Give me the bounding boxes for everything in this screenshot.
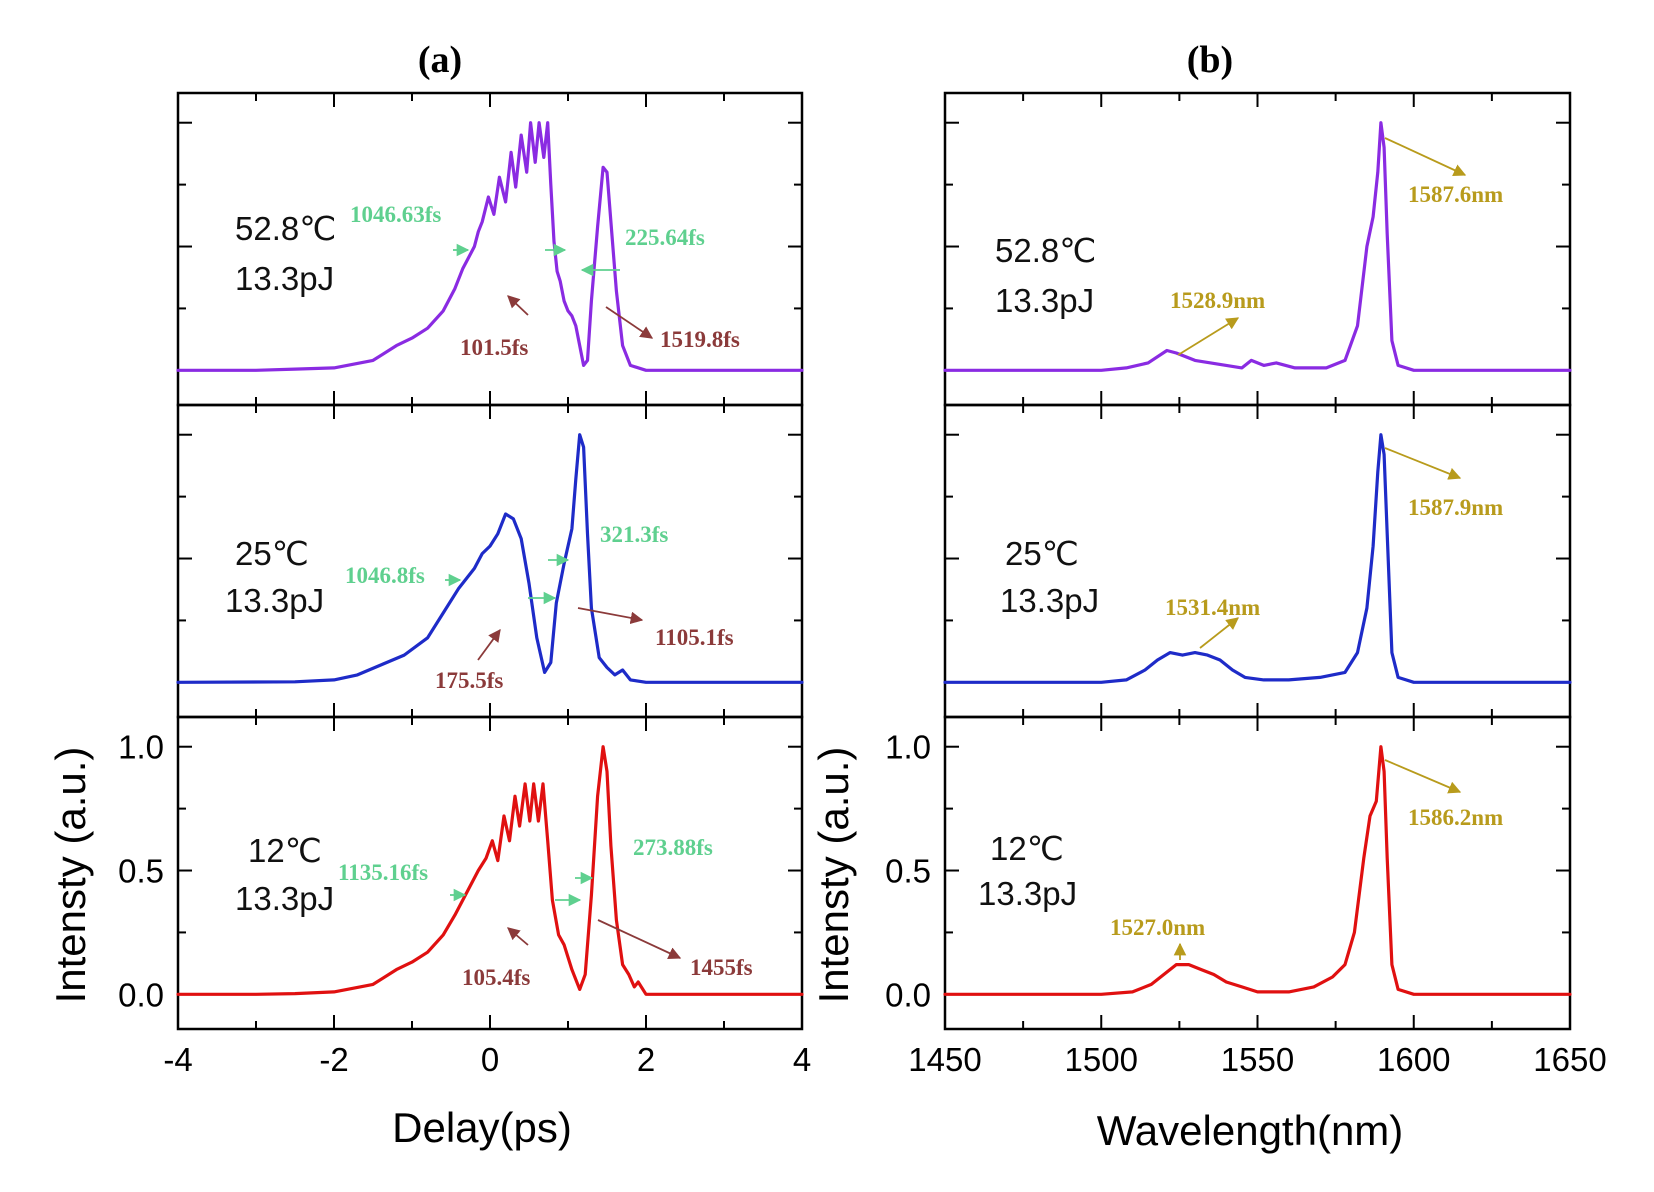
b-panel-1-label: 25℃ 13.3pJ <box>1000 535 1099 619</box>
a-panel-2-annotation-label: 1135.16fs <box>338 860 428 885</box>
b-panel-0-series-line <box>943 121 1572 372</box>
a-panel-1-label: 25℃ 13.3pJ <box>225 535 324 619</box>
b-panel-1-annotation-label: 1587.9nm <box>1408 495 1503 520</box>
b-panel-2-frame <box>943 715 1572 1031</box>
b-panel-0-annotation-label: 1528.9nm <box>1170 288 1265 313</box>
b-panel-0-annotation-label: 1587.6nm <box>1408 182 1503 207</box>
b-panel-1-series-line <box>943 433 1572 684</box>
a-panel-1-annotation-label: 1046.8fs <box>345 563 425 588</box>
b-panel-0-label: 52.8℃ 13.3pJ <box>995 232 1096 319</box>
a-panel-1-annotation-arrow <box>577 607 644 625</box>
a-xtick-label: 0 <box>481 1041 499 1078</box>
b-panel-2-label: 12℃ 13.3pJ <box>978 830 1077 912</box>
y-axis-title-b: Intensty (a.u.) <box>810 747 857 1004</box>
b-panel-2-temp: 12℃ <box>990 830 1064 867</box>
a-panel-2-label: 12℃ 13.3pJ <box>235 832 334 917</box>
a-panel-1-annotation-label: 321.3fs <box>600 522 668 547</box>
b-ytick-label: 1.0 <box>885 729 931 766</box>
b-xtick-label: 1550 <box>1221 1041 1294 1078</box>
a-ytick-label: 0.0 <box>118 976 164 1013</box>
a-ytick-label: 1.0 <box>118 729 164 766</box>
a-panel-0-annotation-label: 1519.8fs <box>660 327 740 352</box>
b-panel-2-series-line <box>943 745 1572 996</box>
b-xtick-label: 1600 <box>1377 1041 1450 1078</box>
plot-layer: 1046.63fs 225.64fs 101.5fs 1519.8fs 1046.8fs… <box>118 91 1607 1078</box>
a-panel-1-annotation-label: 175.5fs <box>435 668 503 693</box>
a-panel-1-energy: 13.3pJ <box>225 582 324 619</box>
a-panel-2-annotation-arrow <box>507 927 529 946</box>
b-panel-1-energy: 13.3pJ <box>1000 582 1099 619</box>
a-ytick-label: 0.5 <box>118 853 164 890</box>
a-panel-2-series-line <box>176 745 804 996</box>
b-panel-2-annotation-label: 1586.2nm <box>1408 805 1503 830</box>
b-panel-1-annotation-arrow <box>1199 617 1239 649</box>
b-panel-0-annotation-arrow <box>1177 317 1240 356</box>
y-axis-title-a: Intensty (a.u.) <box>47 747 94 1004</box>
b-ytick-label: 0.0 <box>885 976 931 1013</box>
a-panel-0-series-line <box>176 121 804 372</box>
a-panel-1-temp: 25℃ <box>235 535 309 572</box>
a-panel-0-annotation-label: 225.64fs <box>625 225 705 250</box>
panel-b-letter: (b) <box>1187 39 1233 81</box>
a-panel-0-temp: 52.8℃ <box>235 210 336 247</box>
b-xtick-label: 1500 <box>1065 1041 1138 1078</box>
a-panel-2-annotation-label: 273.88fs <box>633 835 713 860</box>
a-panel-1-series-line <box>176 433 804 684</box>
a-panel-0-annotation-arrow <box>507 295 529 316</box>
a-panel-0-energy: 13.3pJ <box>235 260 334 297</box>
b-panel-2-annotation-label: 1527.0nm <box>1110 915 1205 940</box>
a-xtick-label: 4 <box>793 1041 811 1078</box>
a-xtick-label: -4 <box>163 1041 192 1078</box>
b-panel-0-energy: 13.3pJ <box>995 282 1094 319</box>
a-panel-2-energy: 13.3pJ <box>235 880 334 917</box>
a-panel-2-annotation-label: 105.4fs <box>462 965 530 990</box>
b-panel-2-energy: 13.3pJ <box>978 875 1077 912</box>
b-ytick-label: 0.5 <box>885 853 931 890</box>
b-panel-0-temp: 52.8℃ <box>995 232 1096 269</box>
x-axis-title-a: Delay(ps) <box>392 1104 572 1151</box>
b-xtick-label: 1650 <box>1533 1041 1606 1078</box>
b-panel-0-annotation-arrow <box>1384 137 1467 176</box>
b-panel-1-annotation-label: 1531.4nm <box>1165 595 1260 620</box>
b-panel-1-annotation-arrow <box>1384 447 1462 480</box>
b-panel-1-temp: 25℃ <box>1005 535 1079 572</box>
a-panel-1-annotation-arrow <box>477 628 501 661</box>
a-panel-1-annotation-label: 1105.1fs <box>655 625 734 650</box>
b-panel-2-annotation-arrow <box>1384 759 1462 794</box>
a-xtick-label: -2 <box>319 1041 348 1078</box>
a-panel-2-annotation-arrow <box>597 919 682 959</box>
x-axis-title-b: Wavelength(nm) <box>1097 1107 1404 1154</box>
b-xtick-label: 1450 <box>908 1041 981 1078</box>
a-panel-2-temp: 12℃ <box>248 832 322 869</box>
a-panel-0-annotation-arrow <box>605 306 654 339</box>
a-xtick-label: 2 <box>637 1041 655 1078</box>
a-panel-0-annotation-label: 1046.63fs <box>350 202 441 227</box>
panel-a-letter: (a) <box>418 39 462 81</box>
a-panel-0-label: 52.8℃ 13.3pJ <box>235 210 336 297</box>
a-panel-2-annotation-label: 1455fs <box>690 955 753 980</box>
a-panel-0-annotation-label: 101.5fs <box>460 335 528 360</box>
